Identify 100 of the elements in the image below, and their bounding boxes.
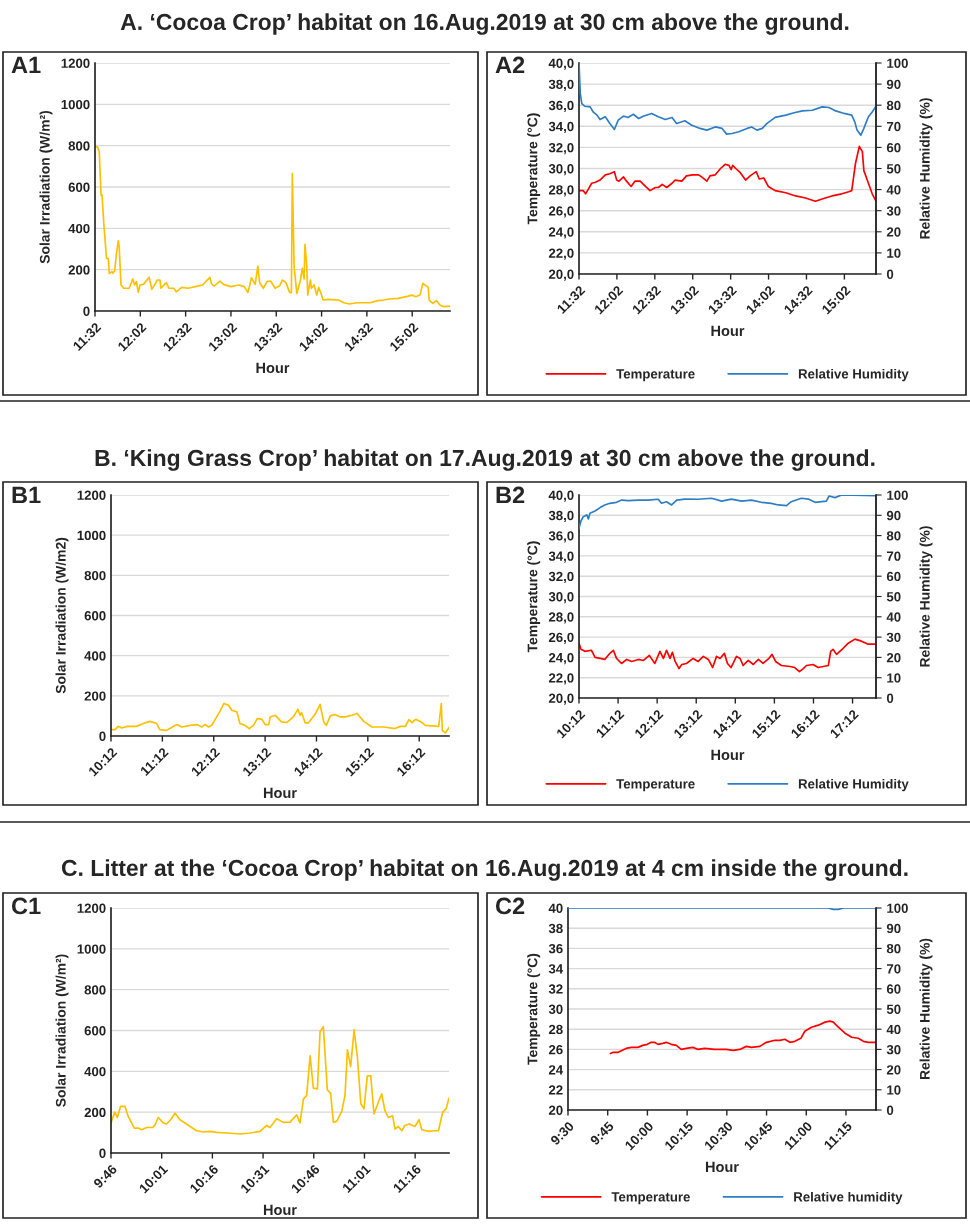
chart-title: A2 bbox=[495, 56, 525, 74]
line-series bbox=[579, 638, 876, 673]
y-tick-label: 36,0 bbox=[548, 100, 574, 113]
y2-tick-label: 100 bbox=[887, 903, 908, 913]
y2-tick-label: 60 bbox=[886, 984, 901, 994]
y-tick-label: 26,0 bbox=[548, 632, 574, 644]
y-tick-label: 1000 bbox=[77, 530, 106, 541]
y-tick-label: 26 bbox=[548, 1044, 563, 1055]
y-tick-label: 28 bbox=[548, 1024, 563, 1035]
y-tick-label: 1200 bbox=[77, 903, 106, 913]
y-tick-label: 0 bbox=[99, 1148, 106, 1158]
y2-tick-label: 20 bbox=[886, 227, 901, 237]
y2-tick-label: 70 bbox=[886, 964, 901, 974]
y2-tick-label: 50 bbox=[886, 1004, 901, 1014]
chart-title: B2 bbox=[496, 486, 525, 504]
y-tick-label: 1000 bbox=[77, 944, 106, 954]
y-tick-label: 1200 bbox=[77, 490, 106, 500]
y-tick-label: 600 bbox=[68, 182, 90, 192]
y-tick-label: 800 bbox=[68, 141, 90, 151]
chart-title: A1 bbox=[11, 56, 41, 74]
y-tick-label: 22,0 bbox=[548, 673, 574, 685]
chart-subtitle: C. Litter at the ‘Cocoa Crop’ habitat on 16.Aug.2019 at 4 cm inside the ground. bbox=[61, 859, 908, 881]
y2-tick-label: 20 bbox=[886, 1065, 901, 1075]
y2-tick-label: 90 bbox=[886, 79, 901, 90]
legend-label: Relative Humidity bbox=[798, 778, 909, 792]
y2-tick-label: 0 bbox=[886, 693, 894, 703]
y-tick-label: 28,0 bbox=[548, 612, 574, 624]
y2-tick-label: 30 bbox=[886, 632, 901, 643]
y-tick-label: 26,0 bbox=[548, 206, 574, 218]
y-tick-label: 600 bbox=[84, 1026, 106, 1036]
y2-tick-label: 100 bbox=[887, 58, 908, 68]
y-tick-label: 200 bbox=[84, 1107, 106, 1118]
y-tick-label: 20 bbox=[548, 1105, 563, 1115]
y-tick-label: 28,0 bbox=[548, 185, 574, 197]
y2-tick-label: 30 bbox=[886, 206, 901, 216]
y-tick-label: 34,0 bbox=[548, 551, 574, 563]
x-axis-title: Hour bbox=[256, 362, 290, 374]
y2-tick-label: 60 bbox=[886, 142, 901, 153]
y2-tick-label: 0 bbox=[886, 269, 894, 279]
legend-label: Relative humidity bbox=[794, 1191, 903, 1205]
y-tick-label: 22,0 bbox=[548, 248, 574, 260]
y2-tick-label: 90 bbox=[886, 923, 901, 934]
y-tick-label: 38,0 bbox=[548, 510, 574, 523]
y-tick-label: 40 bbox=[548, 903, 563, 913]
legend-label: Temperature bbox=[616, 779, 695, 792]
y2-axis-title: Relative Humidity (%) bbox=[919, 938, 933, 1080]
y-tick-label: 36,0 bbox=[548, 531, 574, 543]
y2-tick-label: 80 bbox=[886, 943, 901, 954]
line-series bbox=[609, 1020, 876, 1055]
y-tick-label: 20,0 bbox=[548, 269, 574, 281]
y-axis-title: Temperature (°C) bbox=[527, 541, 541, 653]
y-tick-label: 0 bbox=[99, 731, 106, 741]
legend-label: Temperature bbox=[611, 1192, 690, 1205]
y-tick-label: 38 bbox=[548, 923, 563, 934]
y-tick-label: 24,0 bbox=[548, 227, 574, 239]
y2-tick-label: 50 bbox=[886, 592, 901, 602]
y-axis-title: Temperature (°C) bbox=[527, 953, 541, 1065]
y-tick-label: 200 bbox=[68, 265, 90, 275]
line-series bbox=[111, 1025, 449, 1135]
y2-tick-label: 70 bbox=[886, 551, 901, 561]
y-tick-label: 22 bbox=[548, 1085, 563, 1095]
y-axis-title: Solar Irradiation (W/m²) bbox=[55, 954, 69, 1107]
y-tick-label: 34 bbox=[548, 964, 564, 974]
y-tick-label: 20,0 bbox=[548, 693, 574, 705]
line-series bbox=[579, 495, 876, 530]
x-axis-title: Hour bbox=[263, 1204, 297, 1216]
y2-tick-label: 40 bbox=[886, 1024, 901, 1035]
y-tick-label: 24 bbox=[548, 1065, 564, 1075]
y2-tick-label: 90 bbox=[886, 510, 901, 521]
y-tick-label: 400 bbox=[68, 223, 90, 234]
y2-tick-label: 0 bbox=[886, 1105, 894, 1115]
y-tick-label: 36 bbox=[548, 943, 563, 954]
y2-tick-label: 80 bbox=[886, 100, 901, 111]
y-axis-title: Solar Irradiation (W/m²) bbox=[39, 110, 53, 264]
y2-axis-title: Relative Humidity (%) bbox=[919, 526, 933, 667]
x-axis-title: Hour bbox=[711, 749, 745, 761]
y-tick-label: 32,0 bbox=[548, 142, 574, 155]
x-axis-title: Hour bbox=[711, 325, 745, 337]
x-axis-title: Hour bbox=[263, 787, 297, 799]
y-tick-label: 38,0 bbox=[548, 79, 574, 91]
chart-title: C2 bbox=[495, 897, 525, 915]
y-axis-title: Temperature (°C) bbox=[527, 113, 541, 225]
y-tick-label: 24,0 bbox=[548, 652, 574, 665]
y2-tick-label: 60 bbox=[886, 571, 901, 582]
y-tick-label: 400 bbox=[84, 1066, 106, 1077]
y-tick-label: 30 bbox=[548, 1004, 563, 1014]
y-tick-label: 1000 bbox=[61, 99, 90, 110]
y-axis-title: Solar Irradiation (W/m2) bbox=[55, 537, 69, 694]
y-tick-label: 800 bbox=[84, 985, 106, 995]
y2-tick-label: 30 bbox=[886, 1044, 901, 1055]
y-tick-label: 200 bbox=[84, 691, 106, 701]
chart-subtitle: A. ‘Cocoa Crop’ habitat on 16.Aug.2019 at 30 cm above the ground. bbox=[120, 13, 849, 35]
y-tick-label: 800 bbox=[84, 570, 106, 581]
y-tick-label: 30,0 bbox=[548, 592, 574, 604]
y2-tick-label: 100 bbox=[887, 490, 908, 500]
y-tick-label: 30,0 bbox=[548, 164, 574, 176]
y2-tick-label: 10 bbox=[887, 673, 901, 683]
y2-tick-label: 10 bbox=[887, 1085, 901, 1095]
x-axis-title: Hour bbox=[705, 1161, 739, 1173]
y2-tick-label: 20 bbox=[886, 652, 901, 663]
